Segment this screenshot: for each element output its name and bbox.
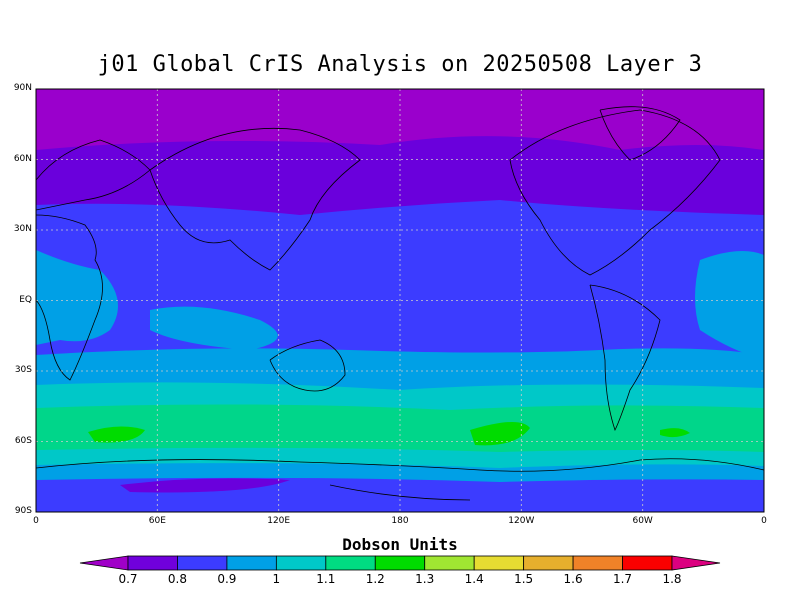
colorbar-swatch bbox=[374, 555, 426, 571]
colorbar-title: Dobson Units bbox=[342, 535, 458, 554]
colorbar-tick-label: 0.8 bbox=[167, 572, 187, 586]
colorbar bbox=[79, 555, 721, 571]
colorbar-tick-label: 1.7 bbox=[612, 572, 633, 586]
colorbar-tick-label: 1.6 bbox=[563, 572, 583, 586]
patch-lightblue-africa bbox=[36, 250, 118, 345]
map-frame bbox=[35, 88, 765, 513]
lon-tick-label: 60W bbox=[632, 516, 653, 526]
colorbar-swatch bbox=[177, 555, 228, 571]
patch-green-2 bbox=[470, 421, 530, 446]
patch-lightblue-atlantic bbox=[695, 251, 764, 360]
lon-tick-label: 60E bbox=[148, 516, 166, 526]
lon-tick-label: 0 bbox=[761, 516, 767, 526]
lon-tick-label: 0 bbox=[33, 516, 39, 526]
patch-lightblue-pacific bbox=[150, 306, 278, 350]
lon-tick-label: 120W bbox=[508, 516, 535, 526]
colorbar-arrow-high bbox=[671, 555, 721, 571]
colorbar-swatch bbox=[523, 555, 574, 571]
lat-tick-label: 90N bbox=[13, 83, 32, 93]
colorbar-tick-label: 1.8 bbox=[662, 572, 682, 586]
lon-tick-label: 180 bbox=[391, 516, 409, 526]
colorbar-swatch bbox=[275, 555, 327, 571]
map-title: j01 Global CrIS Analysis on 20250508 Lay… bbox=[97, 52, 703, 77]
colorbar-swatch bbox=[127, 555, 178, 571]
patch-green-3 bbox=[660, 428, 690, 438]
colorbar-swatch bbox=[572, 555, 623, 571]
lat-tick-label: 60N bbox=[13, 153, 32, 164]
graticule bbox=[36, 89, 764, 512]
colorbar-tick-label: 1.2 bbox=[365, 572, 385, 586]
coastlines bbox=[36, 106, 764, 501]
lat-tick-label: 30S bbox=[14, 365, 32, 375]
lon-tick-label: 120E bbox=[267, 516, 291, 526]
colorbar-tick-label: 1 bbox=[272, 572, 281, 586]
colorbar-swatch bbox=[226, 555, 277, 571]
colorbar-tick-label: 0.9 bbox=[217, 572, 237, 586]
colorbar-swatch bbox=[325, 555, 376, 571]
lat-tick-label: 30N bbox=[13, 224, 32, 234]
ozone-contour-field bbox=[36, 89, 764, 512]
colorbar-tick-label: 1.4 bbox=[464, 572, 484, 586]
colorbar-swatch bbox=[473, 555, 525, 571]
colorbar-tick-label: 0.7 bbox=[118, 572, 138, 586]
patch-green-1 bbox=[88, 426, 145, 443]
colorbar-tick-label: 1.3 bbox=[415, 572, 435, 586]
lat-tick-label: 60S bbox=[14, 435, 32, 446]
colorbar-tick-label: 1.5 bbox=[514, 572, 534, 586]
colorbar-arrow-low bbox=[79, 555, 129, 571]
colorbar-swatch bbox=[622, 555, 673, 571]
colorbar-tick-label: 1.1 bbox=[316, 572, 336, 586]
lat-tick-label: EQ bbox=[19, 294, 32, 305]
patch-violet-antarctic bbox=[120, 478, 290, 493]
colorbar-swatch bbox=[424, 555, 475, 571]
lat-tick-label: 90S bbox=[14, 506, 32, 516]
